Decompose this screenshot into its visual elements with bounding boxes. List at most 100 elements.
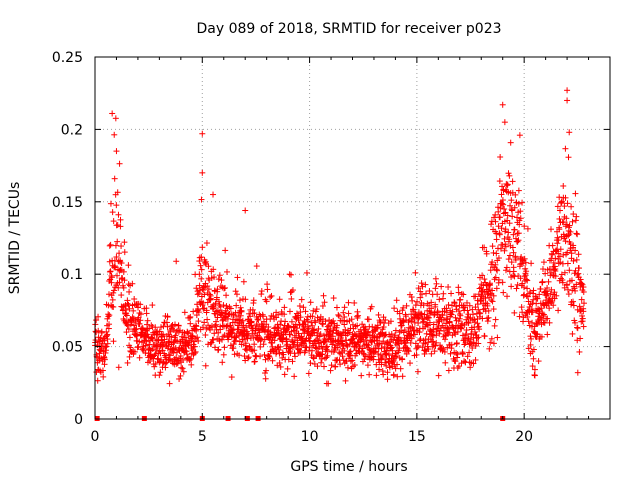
data-point — [297, 309, 304, 316]
data-point — [413, 351, 420, 358]
data-point — [188, 361, 195, 368]
data-point — [312, 319, 319, 326]
data-point — [253, 263, 260, 270]
data-point — [198, 266, 205, 273]
data-point — [504, 293, 511, 300]
data-point — [553, 292, 560, 299]
data-point — [518, 304, 525, 311]
data-point — [409, 323, 416, 330]
data-point — [423, 330, 430, 337]
data-point — [113, 254, 120, 261]
data-point — [566, 222, 573, 229]
data-point — [557, 246, 564, 253]
data-point — [458, 325, 465, 332]
data-point — [525, 345, 532, 352]
data-point — [432, 275, 439, 282]
data-point — [493, 250, 500, 257]
data-point — [111, 175, 118, 182]
data-point — [572, 247, 579, 254]
data-point — [373, 361, 380, 368]
data-point — [314, 363, 321, 370]
data-point — [294, 325, 301, 332]
data-point — [364, 362, 371, 369]
data-point — [403, 302, 410, 309]
data-point — [346, 329, 353, 336]
data-point — [98, 345, 105, 352]
data-point — [323, 354, 330, 361]
data-point — [470, 311, 477, 318]
data-point — [144, 317, 151, 324]
data-point — [457, 296, 464, 303]
data-point — [529, 363, 536, 370]
data-point — [131, 296, 138, 303]
data-point — [304, 318, 311, 325]
data-point — [211, 344, 218, 351]
data-point — [456, 363, 463, 370]
data-point — [558, 271, 565, 278]
data-point — [178, 364, 185, 371]
data-point — [462, 304, 469, 311]
data-point — [295, 330, 302, 337]
data-point — [563, 215, 570, 222]
data-point — [524, 285, 531, 292]
data-point — [570, 211, 577, 218]
data-point — [564, 249, 571, 256]
data-point — [519, 199, 526, 206]
data-point — [443, 315, 450, 322]
data-point — [506, 172, 513, 179]
data-point — [146, 357, 153, 364]
data-point — [308, 347, 315, 354]
data-point — [374, 322, 381, 329]
data-point — [426, 288, 433, 295]
data-point — [488, 335, 495, 342]
data-point — [479, 272, 486, 279]
data-point — [333, 327, 340, 334]
data-point — [165, 343, 172, 350]
data-point — [564, 260, 571, 267]
data-point — [159, 347, 166, 354]
data-point — [572, 217, 579, 224]
data-point — [540, 259, 547, 266]
data-point — [244, 335, 251, 342]
data-point — [218, 277, 225, 284]
data-point — [146, 325, 153, 332]
data-point — [387, 318, 394, 325]
data-point — [553, 247, 560, 254]
data-point — [491, 214, 498, 221]
data-point — [573, 230, 580, 237]
data-point — [393, 353, 400, 360]
data-point — [126, 305, 133, 312]
data-point — [111, 287, 118, 294]
data-point — [102, 347, 109, 354]
data-point — [534, 295, 541, 302]
data-point — [199, 244, 206, 251]
data-point — [560, 182, 567, 189]
data-point — [542, 270, 549, 277]
data-point — [509, 244, 516, 251]
data-point — [419, 344, 426, 351]
data-point — [354, 308, 361, 315]
data-point — [311, 326, 318, 333]
data-point — [263, 298, 270, 305]
data-point — [434, 291, 441, 298]
data-point — [213, 321, 220, 328]
data-point — [199, 324, 206, 331]
data-point — [327, 367, 334, 374]
data-point — [449, 308, 456, 315]
data-point — [501, 119, 508, 126]
data-point — [193, 285, 200, 292]
data-point — [544, 315, 551, 322]
data-point — [309, 313, 316, 320]
data-point — [498, 191, 505, 198]
data-point — [160, 331, 167, 338]
data-point — [281, 311, 288, 318]
data-point — [221, 344, 228, 351]
data-point — [371, 349, 378, 356]
data-point — [434, 309, 441, 316]
data-point — [120, 268, 127, 275]
data-point — [560, 219, 567, 226]
data-point — [417, 336, 424, 343]
data-point — [530, 355, 537, 362]
data-point — [95, 327, 102, 334]
data-point — [251, 310, 258, 317]
